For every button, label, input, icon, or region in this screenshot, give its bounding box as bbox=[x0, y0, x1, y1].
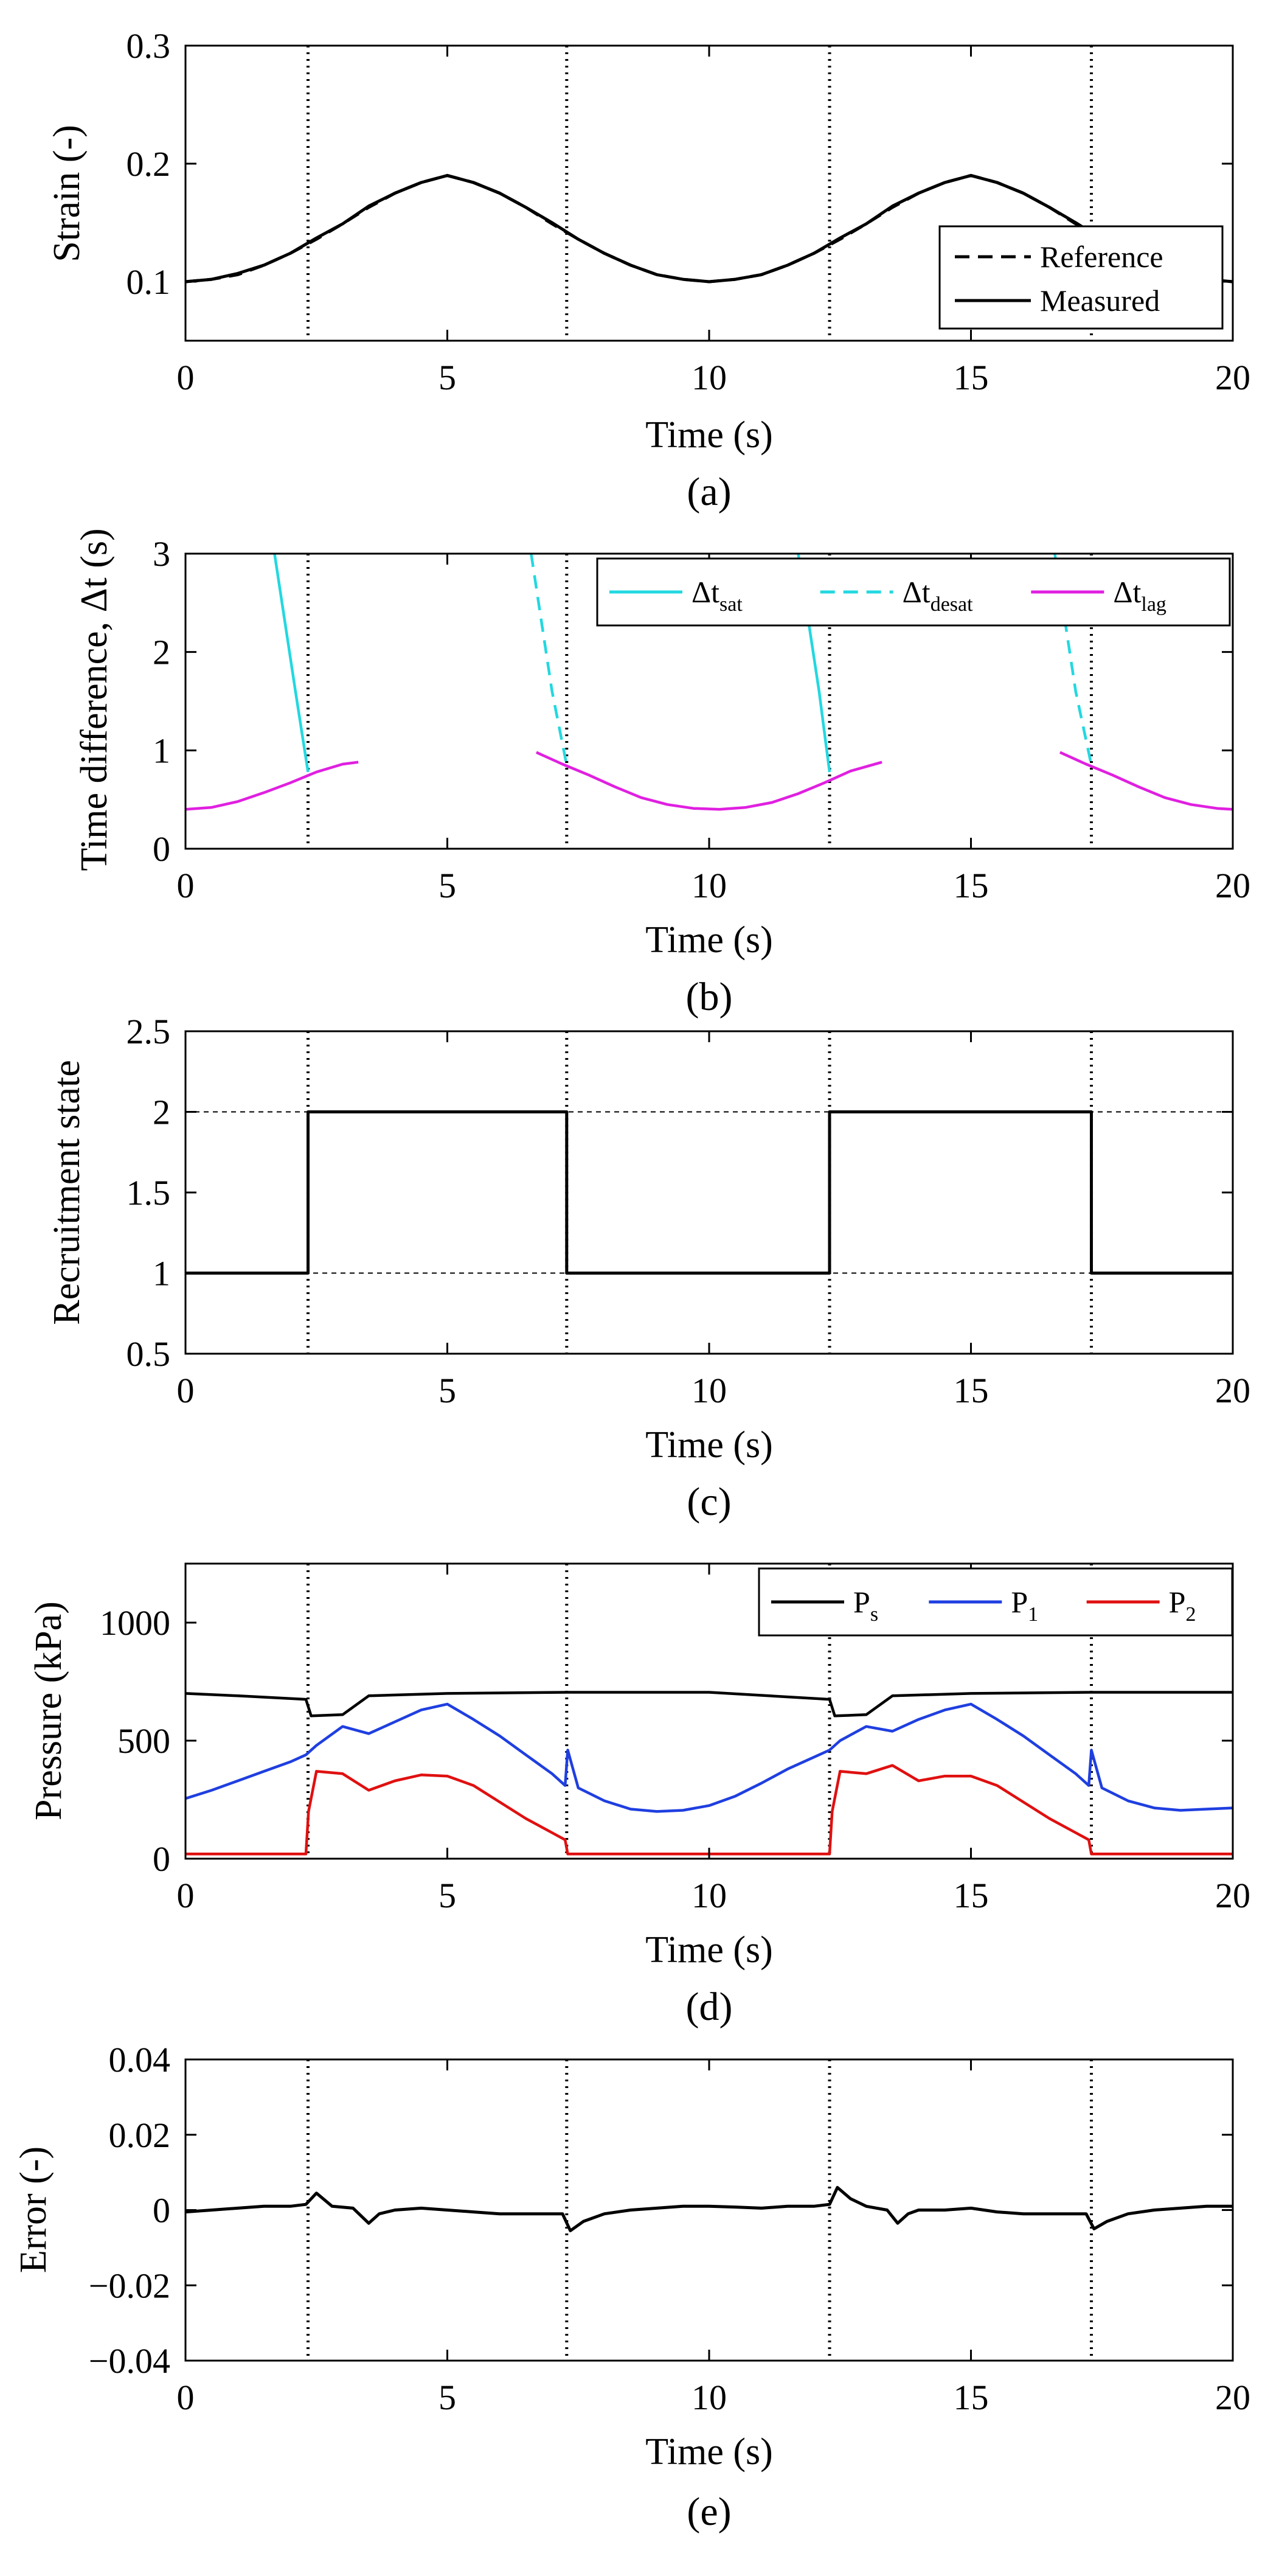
panel-e: 0 5 10 15 20 −0.04 −0.02 0 0.02 0.04 Time (s) Error… bbox=[13, 2040, 1250, 2534]
panel-label: (d) bbox=[686, 1985, 733, 2029]
x-axis-label: Time (s) bbox=[645, 1424, 773, 1466]
x-tick-label: 5 bbox=[438, 1371, 456, 1410]
legend-box bbox=[938, 225, 1224, 330]
y-tick-label: 1.5 bbox=[127, 1173, 171, 1213]
legend: Ps P1 P2 bbox=[758, 1567, 1233, 1637]
panel-c: 0 5 10 15 20 0.5 1 1.5 2 2.5 Time (s) Recruitment s… bbox=[46, 1012, 1250, 1524]
y-tick-label: 0.5 bbox=[127, 1334, 171, 1374]
y-tick-label: −0.02 bbox=[89, 2266, 170, 2305]
x-tick-label: 5 bbox=[438, 1876, 456, 1915]
x-tick-label: 0 bbox=[177, 1876, 195, 1915]
panel-label: (a) bbox=[687, 470, 731, 514]
x-tick-label: 20 bbox=[1215, 1876, 1250, 1915]
legend-label: Measured bbox=[1040, 284, 1160, 318]
y-axis-label: Recruitment state bbox=[46, 1060, 88, 1325]
series-line-0 bbox=[185, 1110, 1233, 1275]
x-tick-label: 10 bbox=[691, 1876, 727, 1915]
legend-label: Δtsat bbox=[691, 575, 743, 616]
legend-label: Δtdesat bbox=[903, 575, 973, 616]
series-line-2 bbox=[185, 1764, 1233, 1856]
series-line-1 bbox=[530, 554, 569, 766]
plot-area bbox=[185, 2059, 1233, 2361]
legend: Δtsat Δtdesat Δtlag bbox=[596, 557, 1231, 627]
x-tick-label: 15 bbox=[954, 358, 989, 397]
legend-box bbox=[596, 557, 1231, 627]
y-tick-label: 1 bbox=[153, 731, 170, 770]
legend-label: Reference bbox=[1040, 240, 1163, 274]
y-axis-label: Time difference, Δt (s) bbox=[74, 528, 115, 871]
legend: Reference Measured bbox=[938, 225, 1224, 330]
x-tick-label: 15 bbox=[954, 2378, 989, 2417]
x-tick-label: 10 bbox=[691, 866, 727, 905]
y-tick-label: 0 bbox=[153, 829, 170, 869]
x-tick-label: 10 bbox=[691, 2378, 727, 2417]
series-line-1 bbox=[185, 1702, 1233, 1813]
panel-a: 0 5 10 15 20 0.1 0.2 0.3 Time (s) Strain (-) (a) Re… bbox=[46, 26, 1250, 514]
legend-label: P2 bbox=[1169, 1585, 1196, 1626]
axes-frame bbox=[184, 2058, 1234, 2362]
x-tick-label: 10 bbox=[691, 1371, 727, 1410]
x-axis-label: Time (s) bbox=[645, 1929, 773, 1971]
x-tick-label: 5 bbox=[438, 358, 456, 397]
x-tick-label: 15 bbox=[954, 866, 989, 905]
plot-area bbox=[185, 46, 1233, 341]
legend-label: P1 bbox=[1011, 1585, 1038, 1626]
y-tick-label: 0.02 bbox=[109, 2115, 171, 2155]
x-tick-label: 5 bbox=[438, 866, 456, 905]
y-tick-label: 2 bbox=[153, 1093, 170, 1132]
y-tick-label: 2 bbox=[153, 633, 170, 672]
y-tick-label: 0 bbox=[153, 1839, 170, 1879]
x-axis-label: Time (s) bbox=[645, 919, 773, 961]
legend-label: Ps bbox=[853, 1585, 878, 1626]
x-tick-label: 20 bbox=[1215, 358, 1250, 397]
y-tick-label: 0.3 bbox=[127, 26, 171, 66]
series-line-0 bbox=[185, 1691, 1233, 1718]
series-line-0 bbox=[185, 2185, 1233, 2232]
panel-d: 0 5 10 15 20 0 500 1000 Time (s) Pressure (kPa) (d… bbox=[28, 1562, 1250, 2029]
series-line-1 bbox=[185, 173, 1233, 284]
y-tick-label: 0 bbox=[153, 2191, 170, 2230]
legend-label: Δtlag bbox=[1113, 575, 1166, 616]
x-tick-label: 0 bbox=[177, 866, 195, 905]
axes-frame bbox=[184, 1030, 1234, 1355]
y-tick-label: 0.1 bbox=[127, 262, 171, 302]
plot-area bbox=[185, 1031, 1233, 1354]
y-tick-label: −0.04 bbox=[89, 2341, 170, 2381]
x-tick-label: 0 bbox=[177, 358, 195, 397]
y-tick-label: 2.5 bbox=[127, 1012, 171, 1051]
x-tick-label: 15 bbox=[954, 1876, 989, 1915]
y-axis-label: Strain (-) bbox=[46, 125, 88, 262]
panel-label: (e) bbox=[687, 2490, 731, 2534]
series-line-2 bbox=[535, 751, 882, 811]
y-tick-label: 3 bbox=[153, 534, 170, 574]
x-tick-label: 15 bbox=[954, 1371, 989, 1410]
x-tick-label: 10 bbox=[691, 358, 727, 397]
x-tick-label: 0 bbox=[177, 2378, 195, 2417]
x-tick-label: 5 bbox=[438, 2378, 456, 2417]
y-axis-label: Pressure (kPa) bbox=[28, 1601, 69, 1820]
panel-label: (b) bbox=[686, 975, 733, 1019]
y-tick-label: 1000 bbox=[100, 1603, 170, 1643]
y-axis-label: Error (-) bbox=[13, 2146, 54, 2273]
series-line-2 bbox=[185, 761, 359, 811]
x-tick-label: 20 bbox=[1215, 2378, 1250, 2417]
series-line-0 bbox=[273, 554, 310, 773]
x-tick-label: 0 bbox=[177, 1371, 195, 1410]
panel-label: (c) bbox=[687, 1480, 731, 1524]
y-tick-label: 0.04 bbox=[109, 2040, 171, 2080]
y-tick-label: 500 bbox=[117, 1721, 170, 1761]
x-axis-label: Time (s) bbox=[645, 2431, 773, 2473]
y-tick-label: 0.2 bbox=[127, 144, 171, 184]
y-tick-label: 1 bbox=[153, 1254, 170, 1293]
x-tick-label: 20 bbox=[1215, 866, 1250, 905]
x-axis-label: Time (s) bbox=[645, 414, 773, 456]
series-line-2 bbox=[1059, 751, 1233, 811]
panel-b: 0 5 10 15 20 0 1 2 3 Time (s) Time difference, Δt … bbox=[74, 528, 1250, 1019]
x-tick-label: 20 bbox=[1215, 1371, 1250, 1410]
